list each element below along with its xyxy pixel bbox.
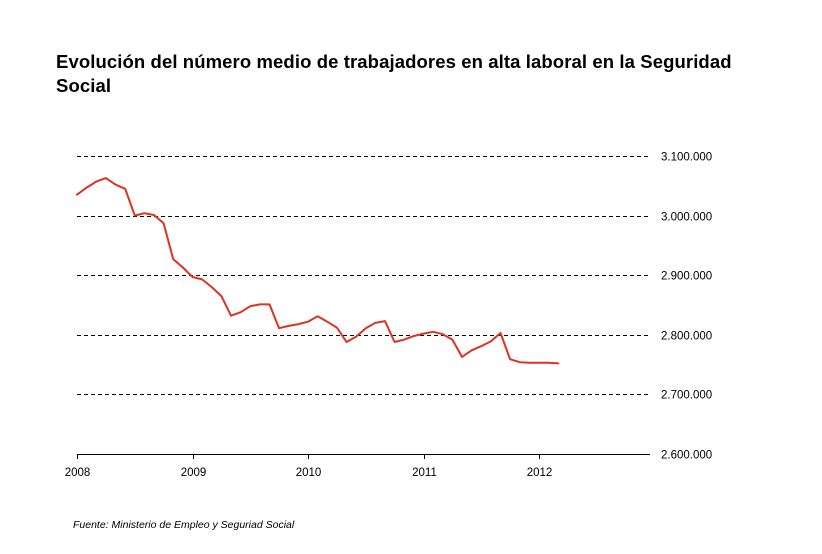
gridlines <box>77 156 650 395</box>
chart-title: Evolución del número medio de trabajador… <box>56 51 732 96</box>
source-note: Fuente: Ministerio de Empleo y Seguriad … <box>73 519 295 531</box>
axes <box>77 454 650 459</box>
y-tick-label: 2.900.000 <box>661 271 712 283</box>
y-tick-label: 2.800.000 <box>661 331 712 343</box>
x-tick-label: 2012 <box>527 467 553 479</box>
x-tick-label: 2009 <box>181 467 207 479</box>
y-axis-labels: 3.100.000 3.000.000 2.900.000 2.800.000 2.70… <box>661 152 712 462</box>
y-tick-label: 2.600.000 <box>661 450 712 462</box>
y-tick-label: 3.100.000 <box>661 152 712 164</box>
x-tick-label: 2011 <box>412 467 437 479</box>
series-lines <box>76 177 560 365</box>
series-line <box>76 177 560 365</box>
x-axis-labels: 2008 2009 2010 2011 2012 <box>65 467 553 479</box>
y-tick-label: 2.700.000 <box>661 390 712 402</box>
x-tick-label: 2008 <box>65 467 91 479</box>
y-tick-label: 3.000.000 <box>661 212 712 224</box>
x-tick-label: 2010 <box>296 467 322 479</box>
